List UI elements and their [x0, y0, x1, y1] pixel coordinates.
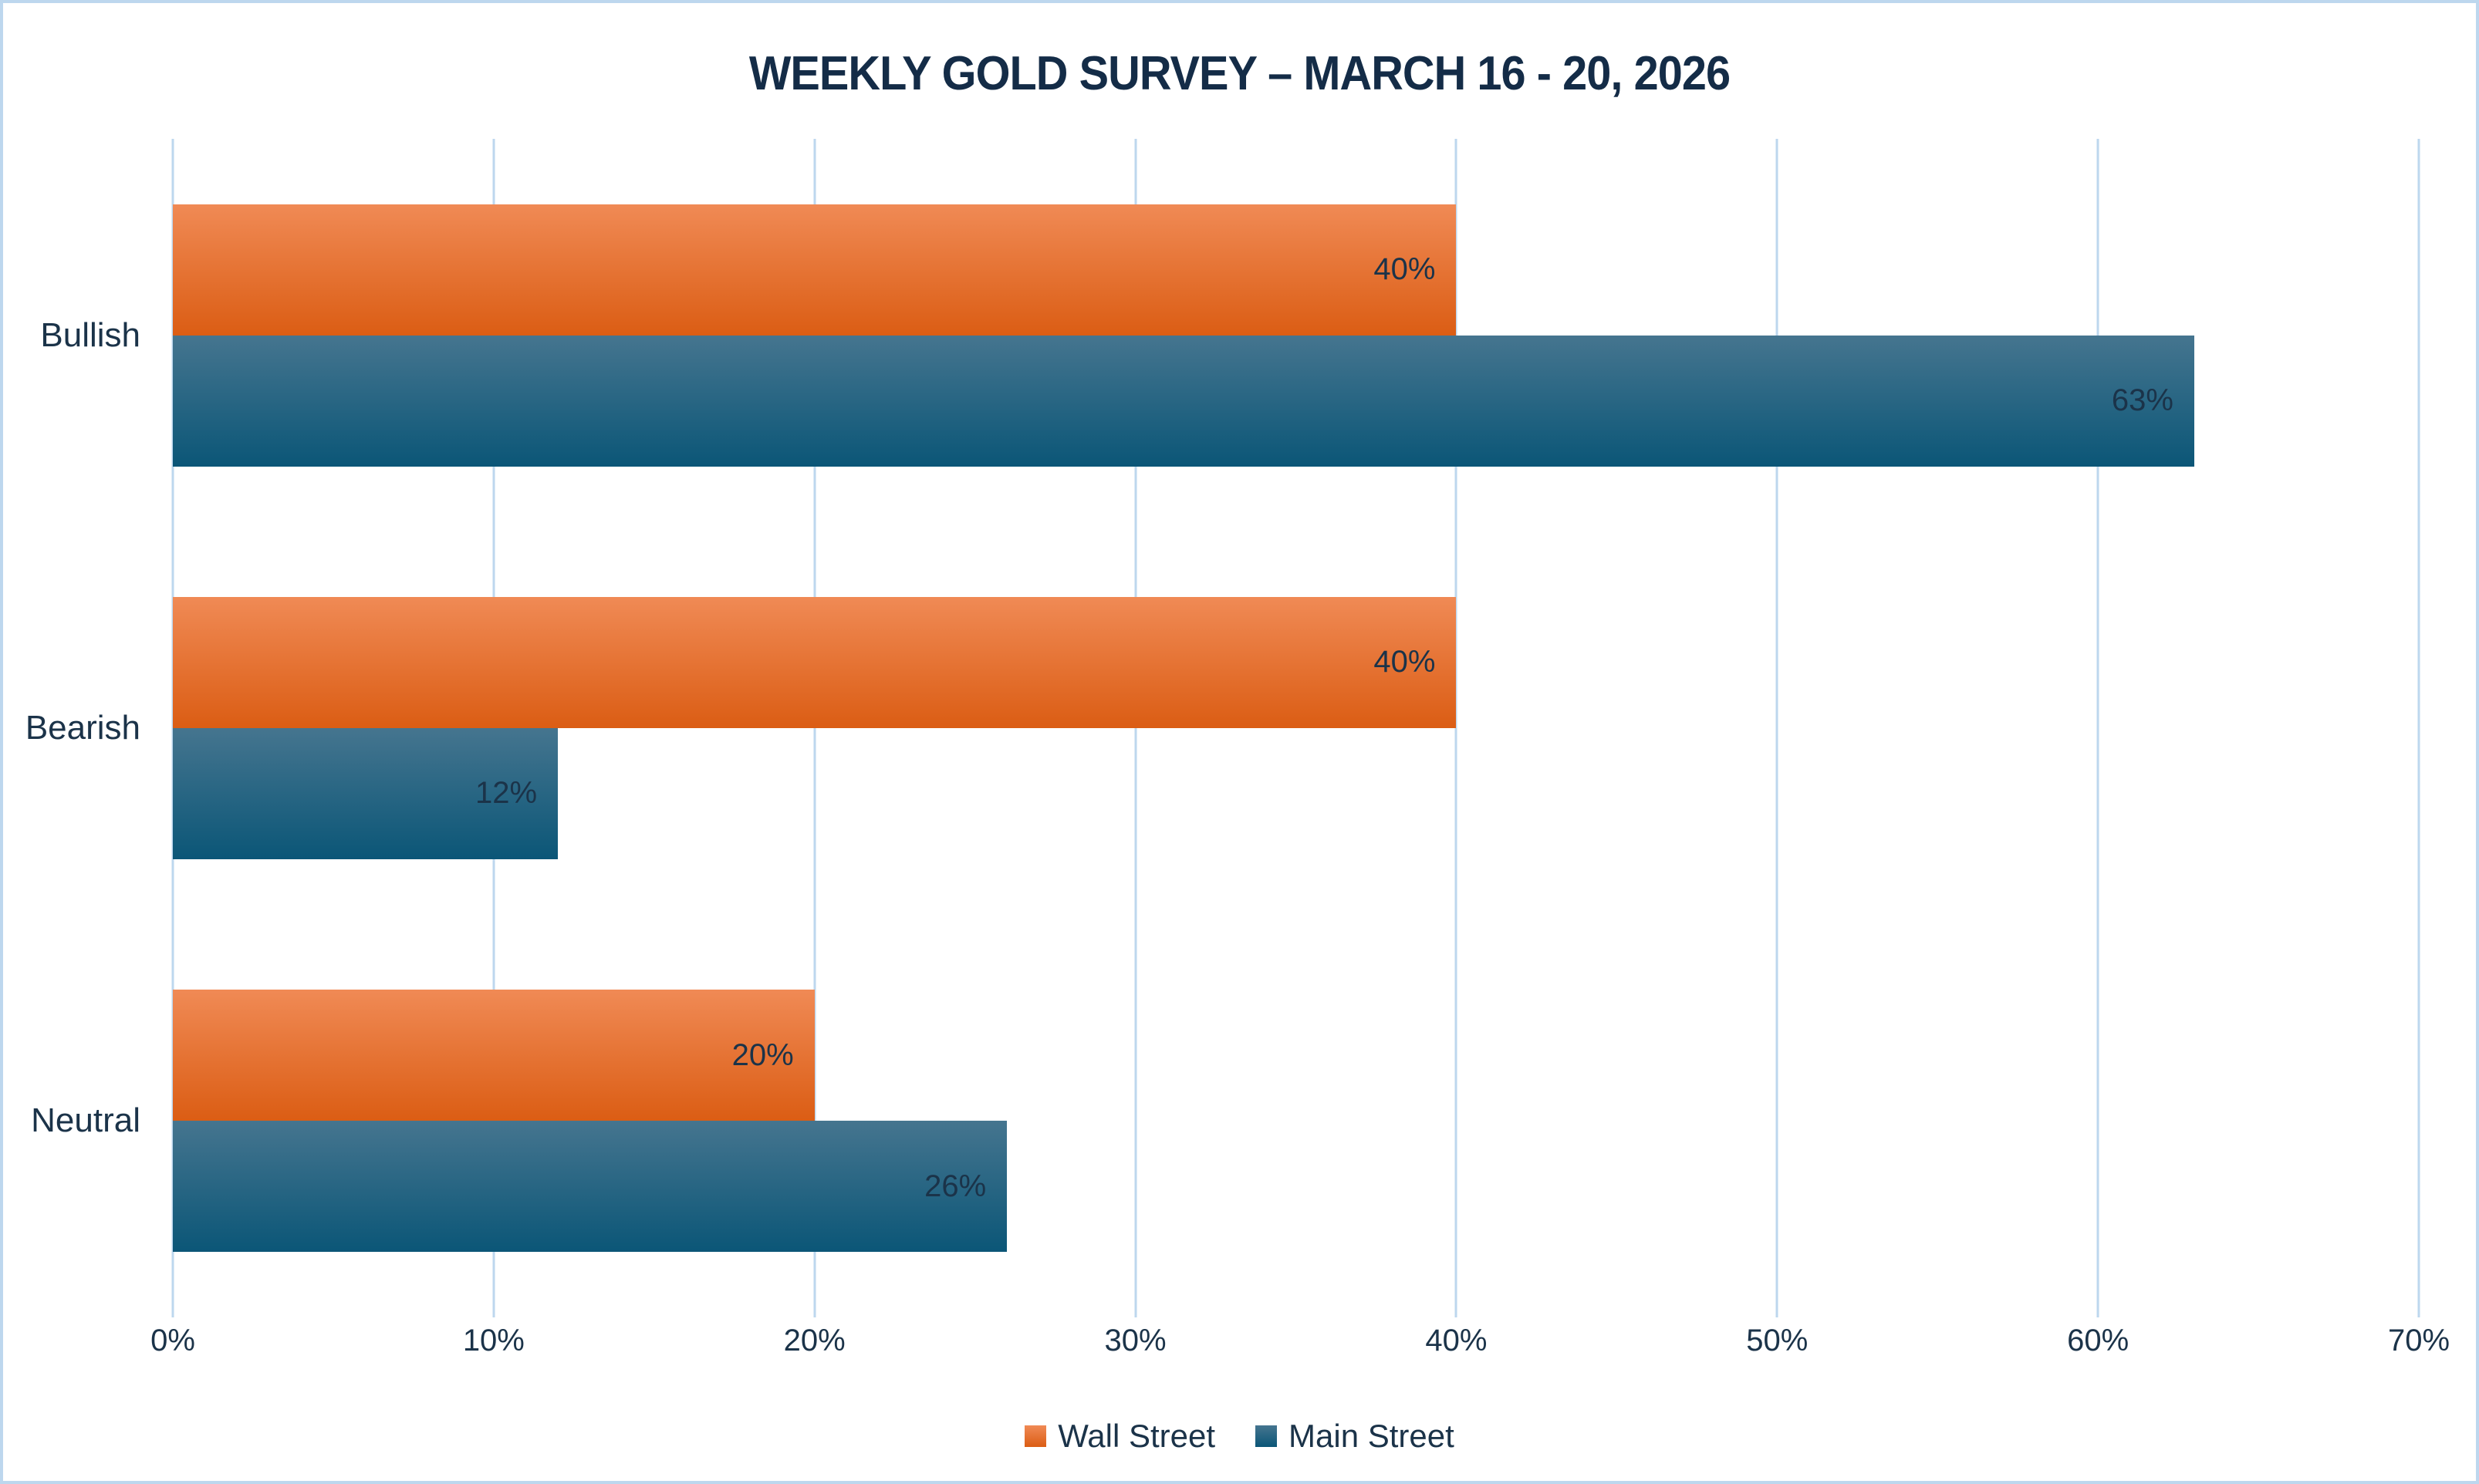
gridline-50% — [1775, 139, 1778, 1317]
legend-label-wall-street: Wall Street — [1058, 1418, 1216, 1454]
category-label-bullish: Bullish — [40, 315, 140, 354]
legend-label-main-street: Main Street — [1288, 1418, 1454, 1454]
x-tick-label-0%: 0% — [150, 1324, 195, 1358]
chart-title: WEEKLY GOLD SURVEY – MARCH 16 - 20, 2026 — [748, 47, 1731, 100]
bar-value-label: 20% — [731, 1037, 794, 1072]
bar-bearish-wall-street: 40% — [173, 596, 1457, 728]
category-label-neutral: Neutral — [31, 1101, 140, 1140]
bar-value-label: 12% — [475, 776, 538, 811]
bar-group-neutral: 20% 26% — [173, 925, 2419, 1317]
gridline-60% — [2096, 139, 2099, 1317]
bar-value-label: 63% — [2111, 383, 2173, 418]
legend-swatch-main-street — [1255, 1425, 1278, 1447]
bar-group-bullish: 40% 63% — [173, 139, 2419, 531]
x-tick-label-70%: 70% — [2387, 1324, 2450, 1358]
value-axis: 0% 10% 20% 30% 40% 50% 60% 70% — [150, 1324, 2450, 1370]
legend-swatch-wall-street — [1025, 1425, 1047, 1447]
bar-value-label: 40% — [1373, 645, 1436, 680]
bar-neutral-main-street: 26% — [173, 1121, 1008, 1253]
x-tick-label-30%: 30% — [1104, 1324, 1167, 1358]
gridline-30% — [1134, 139, 1137, 1317]
legend: Wall Street Main Street — [3, 1418, 2476, 1455]
x-tick-label-40%: 40% — [1425, 1324, 1488, 1358]
legend-item-main-street: Main Street — [1255, 1418, 1454, 1455]
bar-group-bearish: 40% 12% — [173, 531, 2419, 924]
bar-rows: 40% 63% 40% 12% 20% 26% — [173, 139, 2419, 1317]
bar-value-label: 40% — [1373, 252, 1436, 287]
x-tick-label-20%: 20% — [783, 1324, 846, 1358]
x-tick-label-50%: 50% — [1746, 1324, 1809, 1358]
x-tick-label-10%: 10% — [462, 1324, 525, 1358]
plot-area: 40% 63% 40% 12% 20% 26% — [171, 139, 2420, 1317]
gridline-40% — [1454, 139, 1457, 1317]
bar-bullish-wall-street: 40% — [173, 204, 1457, 336]
bar-value-label: 26% — [924, 1169, 987, 1203]
x-tick-label-60%: 60% — [2067, 1324, 2129, 1358]
gridline-20% — [813, 139, 816, 1317]
legend-item-wall-street: Wall Street — [1025, 1418, 1215, 1455]
bar-bullish-main-street: 63% — [173, 335, 2194, 467]
category-label-bearish: Bearish — [25, 708, 140, 747]
category-axis: Bullish Bearish Neutral — [3, 139, 140, 1317]
bar-bearish-main-street: 12% — [173, 727, 559, 859]
gridline-70% — [2417, 139, 2420, 1317]
bar-neutral-wall-street: 20% — [173, 990, 815, 1121]
